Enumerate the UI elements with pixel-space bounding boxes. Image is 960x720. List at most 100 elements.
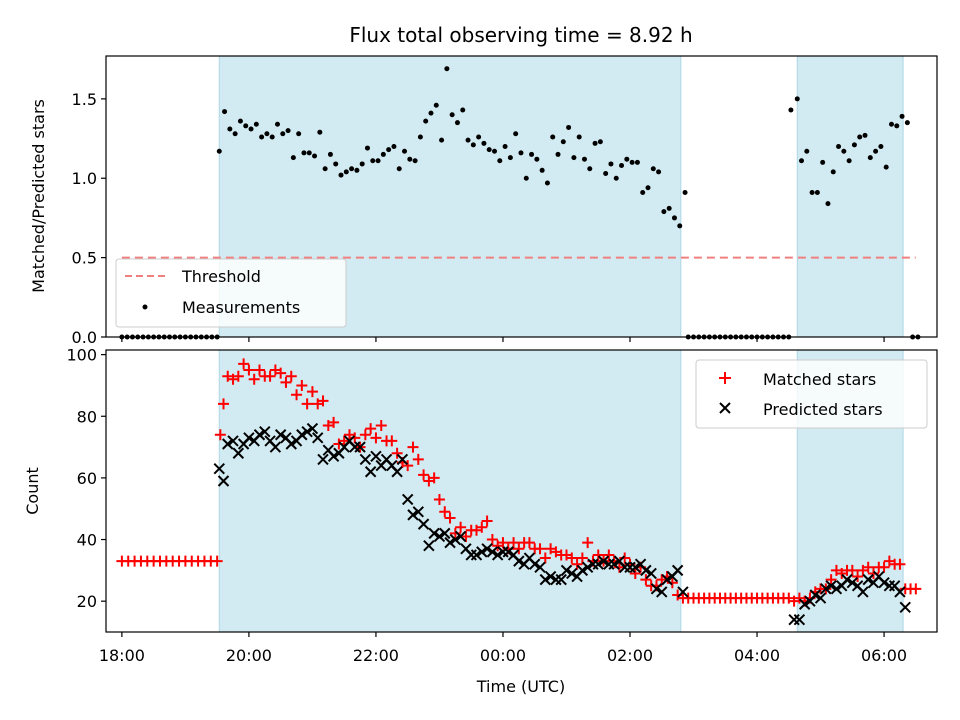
- predicted-point: [534, 561, 546, 573]
- matched-point: [418, 469, 430, 481]
- measurement-point: [650, 166, 656, 172]
- measurement-point: [656, 169, 662, 175]
- measurement-point: [476, 134, 482, 140]
- top-axes-frame: [105, 55, 938, 338]
- measurement-point: [423, 118, 429, 124]
- matched-point: [455, 521, 467, 533]
- measurement-point: [888, 121, 894, 127]
- measurement-point: [253, 121, 259, 127]
- predicted-point: [274, 429, 287, 441]
- predicted-point: [555, 573, 567, 586]
- predicted-point: [481, 543, 493, 555]
- predicted-point: [364, 466, 377, 478]
- matched-point: [218, 398, 230, 410]
- matched-point: [296, 379, 308, 391]
- matched-point: [894, 558, 906, 570]
- predicted-point: [306, 422, 319, 435]
- predicted-point: [433, 530, 446, 543]
- measurement-point: [338, 172, 344, 178]
- predicted-point: [423, 539, 435, 552]
- measurement-point: [661, 209, 667, 215]
- measurement-point: [682, 190, 688, 196]
- matched-point: [243, 364, 255, 376]
- matched-point: [592, 549, 604, 561]
- measurement-point: [603, 170, 609, 176]
- measurement-point: [412, 158, 418, 164]
- measurement-point: [804, 148, 810, 154]
- measurement-point: [364, 145, 370, 151]
- measurement-point: [290, 155, 296, 161]
- measurement-point: [571, 155, 577, 161]
- predicted-point: [677, 586, 689, 598]
- predicted-point: [894, 586, 906, 598]
- predicted-point: [476, 546, 488, 558]
- measurement-point: [243, 123, 249, 129]
- legend-measurements-swatch: [142, 304, 148, 310]
- measurement-point: [867, 155, 873, 161]
- matched-point: [444, 512, 456, 524]
- predicted-point: [608, 558, 620, 570]
- measurement-point: [269, 134, 275, 140]
- matched-point: [449, 527, 461, 539]
- matched-point: [497, 537, 509, 549]
- matched-point: [317, 395, 329, 407]
- x-tick-label: 22:00: [353, 646, 399, 665]
- measurement-point: [814, 190, 820, 196]
- matched-point: [576, 552, 588, 564]
- matched-point: [275, 367, 287, 379]
- measurement-point: [640, 190, 646, 196]
- matched-point: [566, 552, 578, 564]
- measurement-point: [460, 107, 466, 113]
- x-tick-label: 02:00: [607, 646, 653, 665]
- matched-point: [534, 543, 546, 555]
- measurement-point: [566, 124, 572, 130]
- predicted-point: [825, 580, 837, 592]
- legend-predicted-swatch: [719, 402, 731, 414]
- measurement-point: [523, 175, 529, 181]
- top-legend-box: [115, 258, 347, 328]
- matched-point: [582, 537, 594, 549]
- top-x-ticks: [121, 337, 885, 342]
- measurement-point: [428, 110, 434, 116]
- matched-point: [603, 549, 615, 561]
- matched-point: [867, 567, 879, 579]
- bottom-y-ticks: 20 40 60 80 100: [66, 346, 106, 611]
- measurement-point: [444, 66, 450, 72]
- matched-point: [878, 561, 890, 573]
- top-y-ticks: 0.0 0.5 1.0 1.5: [72, 90, 106, 347]
- predicted-point: [253, 429, 266, 441]
- measurement-point: [851, 142, 857, 148]
- measurement-point: [370, 158, 376, 164]
- predicted-point: [227, 435, 239, 447]
- matched-point: [852, 571, 864, 583]
- measurement-point: [862, 132, 868, 138]
- predicted-point: [793, 613, 806, 626]
- measurement-point: [349, 166, 355, 172]
- matched-stars-series: [116, 358, 922, 607]
- measurement-point: [402, 148, 408, 154]
- y-tick-label: 60: [77, 469, 97, 488]
- measurement-point: [264, 131, 270, 137]
- matched-point: [386, 435, 398, 447]
- measurement-point: [629, 159, 635, 165]
- matched-point: [439, 506, 451, 518]
- predicted-point: [544, 570, 557, 583]
- predicted-point: [841, 573, 853, 586]
- predicted-point: [820, 583, 832, 595]
- matched-point: [476, 521, 488, 533]
- measurement-point: [407, 156, 413, 162]
- measurement-point: [502, 143, 508, 149]
- matched-point: [365, 423, 377, 435]
- y-tick-label: 1.0: [72, 169, 97, 188]
- matched-point: [910, 583, 922, 595]
- measurement-point: [343, 169, 349, 175]
- measurement-point: [433, 102, 439, 108]
- matched-point: [301, 398, 313, 410]
- measurement-point: [375, 158, 381, 164]
- matched-point: [391, 447, 403, 459]
- y-tick-label: 1.5: [72, 90, 97, 109]
- predicted-point: [401, 493, 414, 506]
- bottom-axes-frame: [105, 349, 938, 633]
- y-tick-label: 100: [66, 346, 97, 365]
